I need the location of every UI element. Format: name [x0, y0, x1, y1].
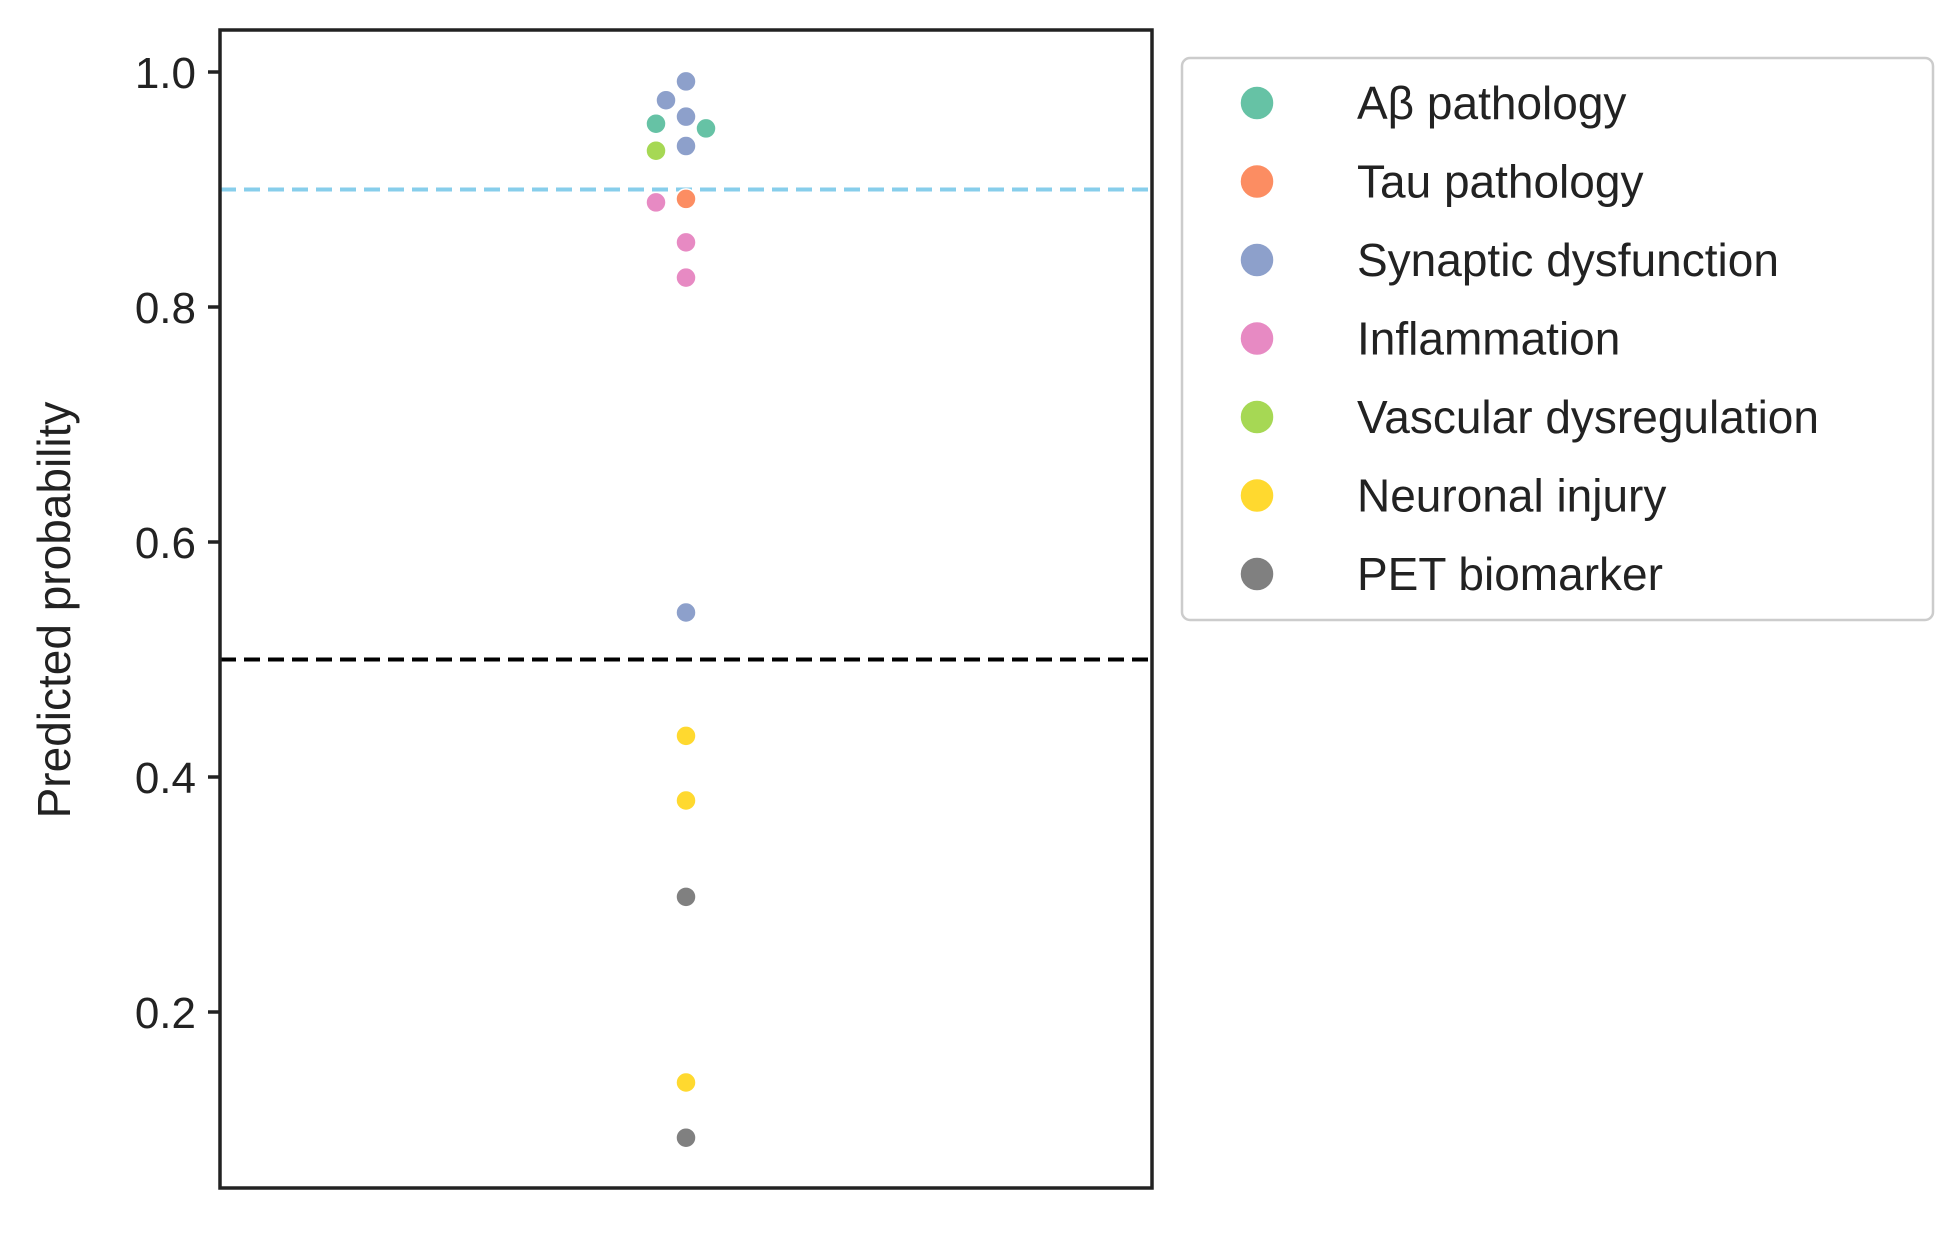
- y-tick-label: 0.4: [135, 754, 196, 803]
- data-point-inflammation: [645, 191, 667, 214]
- legend-marker-synaptic-dysfunction: [1239, 242, 1275, 278]
- reference-lines: [220, 187, 1152, 662]
- y-tick-label: 0.6: [135, 519, 196, 568]
- data-point-neuronal-injury: [675, 725, 697, 747]
- data-point-synaptic-dysfunction: [675, 601, 697, 624]
- legend-marker-pet-biomarker: [1239, 556, 1275, 592]
- data-point-pet-biomarker: [675, 1126, 697, 1149]
- y-tick-label: 0.2: [135, 989, 196, 1038]
- legend-label-inflammation: Inflammation: [1357, 313, 1620, 365]
- y-axis: 0.2 0.4 0.6 0.8 1.0: [135, 49, 220, 1038]
- y-tick-label: 0.8: [135, 284, 196, 333]
- y-tick-label: 1.0: [135, 49, 196, 98]
- legend-label-synaptic-dysfunction: Synaptic dysfunction: [1357, 234, 1779, 286]
- legend-frame: [1180, 56, 1935, 622]
- data-point-a-pathology: [695, 117, 717, 140]
- legend-label-vascular-dysregulation: Vascular dysregulation: [1357, 391, 1819, 443]
- legend-marker-a-pathology: [1239, 85, 1275, 121]
- data-points: [645, 70, 717, 1149]
- legend-label-pet-biomarker: PET biomarker: [1357, 548, 1663, 600]
- legend-label-tau-pathology: Tau pathology: [1357, 156, 1643, 208]
- data-point-synaptic-dysfunction: [675, 70, 697, 93]
- data-point-neuronal-injury: [675, 1071, 697, 1094]
- plot-frame: [218, 28, 1154, 1190]
- legend-marker-neuronal-injury: [1239, 477, 1275, 514]
- data-point-a-pathology: [645, 112, 667, 135]
- data-point-synaptic-dysfunction: [655, 89, 677, 111]
- y-axis-label: Predicted probability: [28, 402, 80, 819]
- data-point-neuronal-injury: [675, 789, 697, 812]
- data-point-tau-pathology: [675, 188, 697, 210]
- data-point-pet-biomarker: [675, 886, 697, 908]
- legend-marker-tau-pathology: [1239, 163, 1275, 200]
- legend-marker-inflammation: [1239, 320, 1275, 357]
- legend-marker-vascular-dysregulation: [1239, 399, 1275, 435]
- data-point-inflammation: [675, 266, 697, 289]
- data-point-synaptic-dysfunction: [675, 135, 697, 157]
- legend: Aβ pathology Tau pathology Synaptic dysfun…: [1180, 56, 1935, 622]
- data-point-synaptic-dysfunction: [675, 105, 697, 128]
- data-point-inflammation: [675, 231, 697, 254]
- legend-label-neuronal-injury: Neuronal injury: [1357, 470, 1666, 522]
- legend-label-a-pathology: Aβ pathology: [1357, 77, 1626, 129]
- data-point-vascular-dysregulation: [645, 139, 667, 162]
